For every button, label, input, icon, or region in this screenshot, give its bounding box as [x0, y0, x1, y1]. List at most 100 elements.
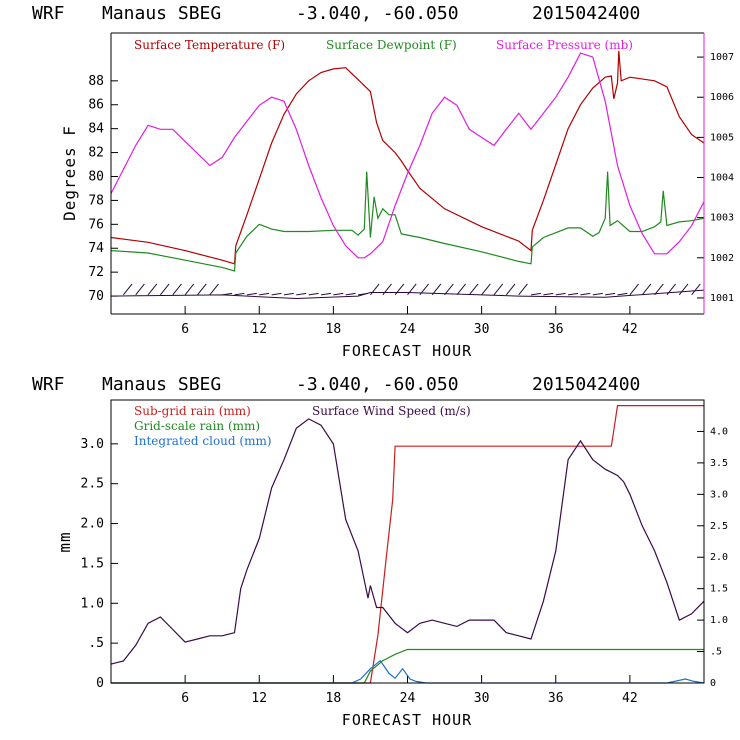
- y-tick-label: 2.5: [81, 477, 104, 492]
- top-plot-marks: 6 12 18 24 30 36 42 70 72 74 76 78 80 82 84 86 88 1001 100…: [88, 50, 734, 337]
- series-line-surface-dewpoint-f: [110, 171, 705, 272]
- y-tick-label: 78: [88, 193, 104, 208]
- top-y-label: Degrees F: [60, 125, 79, 221]
- y2-tick-label: 1.5: [710, 584, 728, 595]
- wind-barb: [209, 283, 219, 296]
- wind-barb: [555, 292, 566, 296]
- y2-tick-label: 2.5: [710, 521, 728, 532]
- series-line-surface-pressure-mb: [110, 52, 705, 259]
- y2-tick-label: 1004: [710, 173, 734, 184]
- wind-barb: [234, 292, 245, 296]
- wind-barb: [259, 292, 270, 296]
- wind-barb: [654, 283, 664, 296]
- y-tick-label: 74: [88, 241, 104, 256]
- y2-tick-label: 2.0: [710, 552, 728, 563]
- y-tick-label: 88: [88, 74, 104, 89]
- y-tick-label: 1.0: [81, 596, 104, 611]
- legend-gridscale-rain: Grid-scale rain (mm): [134, 419, 260, 433]
- wind-barb: [184, 283, 195, 296]
- wind-barb: [394, 283, 405, 296]
- legend-cloud: Integrated cloud (mm): [134, 434, 272, 448]
- y-tick-label: 70: [88, 289, 104, 304]
- wind-barb: [333, 292, 344, 296]
- wind-barb: [592, 292, 603, 296]
- wind-barb: [481, 283, 491, 296]
- y-tick-label: 72: [88, 265, 104, 280]
- top-title-init: 2015042400: [532, 3, 640, 24]
- bottom-y-label: mm: [55, 531, 74, 552]
- x-tick-label: 6: [181, 322, 189, 337]
- top-title-model: WRF: [32, 3, 65, 24]
- bottom-title-model: WRF: [32, 374, 65, 395]
- y2-tick-label: 1006: [710, 92, 734, 103]
- wind-barb: [308, 292, 319, 296]
- y2-tick-label: 1003: [710, 213, 734, 224]
- wind-barb: [320, 292, 331, 296]
- wind-barb: [172, 283, 182, 296]
- y2-tick-label: 1.0: [710, 615, 728, 626]
- series-line-surface-temperature-f: [110, 50, 705, 265]
- y2-tick-label: 1007: [710, 52, 734, 63]
- wind-barb: [629, 283, 639, 296]
- wind-barb: [530, 292, 541, 296]
- wind-barb: [283, 292, 294, 296]
- wind-barb: [296, 292, 307, 296]
- y2-tick-label: 4.0: [710, 426, 728, 437]
- y-tick-label: 3.0: [81, 437, 104, 452]
- top-title-coords: -3.040, -60.050: [296, 3, 459, 24]
- x-tick-label: 12: [251, 691, 267, 706]
- wind-barb: [468, 283, 479, 296]
- wind-barb: [617, 292, 628, 296]
- wind-barb: [246, 292, 257, 296]
- x-tick-label: 18: [326, 691, 342, 706]
- y-tick-label: 82: [88, 146, 104, 161]
- wind-barb: [568, 292, 579, 296]
- y-tick-label: 0: [96, 676, 104, 691]
- y2-tick-label: 1005: [710, 132, 734, 143]
- x-tick-label: 30: [474, 322, 490, 337]
- bottom-plot-marks: 6 12 18 24 30 36 42 0 .5 1.0 1.5 2.0 2.5 3.0 0 .5 1.0 1.5…: [81, 405, 728, 706]
- y2-tick-label: 3.0: [710, 489, 728, 500]
- y-tick-label: 2.0: [81, 517, 104, 532]
- temperature-panel: WRF Manaus SBEG -3.040, -60.050 20150424…: [32, 3, 734, 360]
- x-tick-label: 36: [548, 691, 564, 706]
- x-tick-label: 42: [622, 691, 638, 706]
- wind-barb: [505, 283, 516, 296]
- x-tick-label: 24: [400, 322, 416, 337]
- y-tick-label: 76: [88, 217, 104, 232]
- x-tick-label: 12: [251, 322, 267, 337]
- y-tick-label: 84: [88, 122, 104, 137]
- legend-dewpoint: Surface Dewpoint (F): [326, 38, 457, 52]
- y2-tick-label: 1001: [710, 293, 734, 304]
- series-line-surface-wind-speed-m-s: [110, 418, 705, 665]
- wind-barb: [122, 283, 133, 296]
- series-line-sub-grid-rain-mm: [111, 405, 704, 684]
- wind-barb: [691, 283, 701, 296]
- bottom-x-label: FORECAST HOUR: [342, 711, 472, 729]
- wind-barb: [493, 283, 504, 296]
- bottom-frame: [110, 399, 705, 684]
- y2-tick-label: 3.5: [710, 458, 728, 469]
- bottom-title-station: Manaus SBEG: [102, 374, 221, 395]
- legend-temperature: Surface Temperature (F): [134, 38, 285, 52]
- wind-level-line: [110, 289, 705, 300]
- legend-pressure: Surface Pressure (mb): [496, 38, 633, 52]
- wind-barb: [678, 283, 689, 296]
- x-tick-label: 42: [622, 322, 638, 337]
- y2-tick-label: 1002: [710, 253, 734, 264]
- wind-barb: [345, 292, 356, 296]
- wind-barb: [456, 283, 466, 296]
- wind-barb: [160, 283, 170, 296]
- top-x-label: FORECAST HOUR: [342, 342, 472, 360]
- wind-barb: [444, 283, 454, 296]
- y-tick-label: 86: [88, 98, 104, 113]
- wind-barb: [197, 283, 207, 296]
- legend-subgrid-rain: Sub-grid rain (mm): [134, 404, 251, 418]
- y-tick-label: 1.5: [81, 556, 104, 571]
- wind-barb: [382, 283, 392, 296]
- top-title-station: Manaus SBEG: [102, 3, 221, 24]
- x-tick-label: 6: [181, 691, 189, 706]
- wind-barb: [518, 283, 528, 296]
- y-tick-label: 80: [88, 169, 104, 184]
